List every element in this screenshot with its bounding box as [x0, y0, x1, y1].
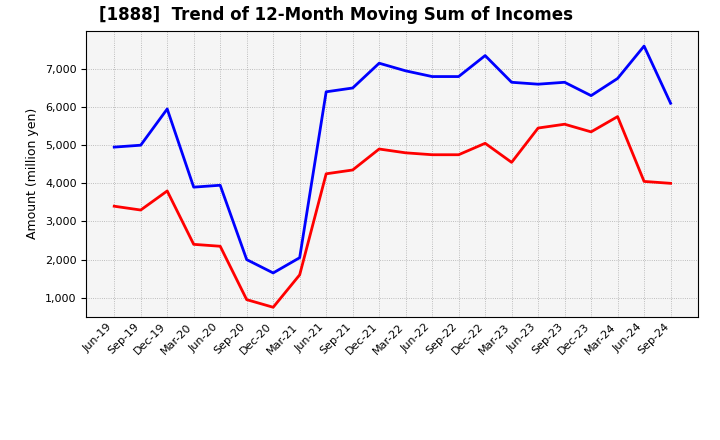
Net Income: [640, 179, 649, 184]
Net Income: [189, 242, 198, 247]
Ordinary Income: [295, 255, 304, 260]
Line: Net Income: Net Income: [114, 117, 670, 307]
Net Income: [269, 304, 277, 310]
Ordinary Income: [587, 93, 595, 98]
Net Income: [534, 125, 542, 131]
Net Income: [375, 147, 384, 152]
Net Income: [613, 114, 622, 119]
Net Income: [587, 129, 595, 135]
Line: Ordinary Income: Ordinary Income: [114, 46, 670, 273]
Ordinary Income: [110, 144, 119, 150]
Ordinary Income: [322, 89, 330, 95]
Net Income: [454, 152, 463, 158]
Ordinary Income: [348, 85, 357, 91]
Net Income: [216, 244, 225, 249]
Ordinary Income: [454, 74, 463, 79]
Ordinary Income: [136, 143, 145, 148]
Net Income: [428, 152, 436, 158]
Text: [1888]  Trend of 12-Month Moving Sum of Incomes: [1888] Trend of 12-Month Moving Sum of I…: [99, 6, 572, 24]
Ordinary Income: [613, 76, 622, 81]
Ordinary Income: [481, 53, 490, 58]
Ordinary Income: [243, 257, 251, 262]
Net Income: [560, 121, 569, 127]
Ordinary Income: [375, 61, 384, 66]
Net Income: [110, 204, 119, 209]
Net Income: [163, 188, 171, 194]
Net Income: [295, 272, 304, 278]
Net Income: [348, 167, 357, 172]
Net Income: [508, 160, 516, 165]
Ordinary Income: [163, 106, 171, 112]
Ordinary Income: [560, 80, 569, 85]
Ordinary Income: [534, 81, 542, 87]
Ordinary Income: [216, 183, 225, 188]
Net Income: [243, 297, 251, 302]
Net Income: [481, 141, 490, 146]
Ordinary Income: [269, 270, 277, 275]
Ordinary Income: [428, 74, 436, 79]
Net Income: [401, 150, 410, 155]
Net Income: [666, 181, 675, 186]
Net Income: [136, 207, 145, 213]
Ordinary Income: [640, 44, 649, 49]
Ordinary Income: [666, 101, 675, 106]
Ordinary Income: [189, 184, 198, 190]
Net Income: [322, 171, 330, 176]
Y-axis label: Amount (million yen): Amount (million yen): [27, 108, 40, 239]
Ordinary Income: [401, 68, 410, 73]
Ordinary Income: [508, 80, 516, 85]
